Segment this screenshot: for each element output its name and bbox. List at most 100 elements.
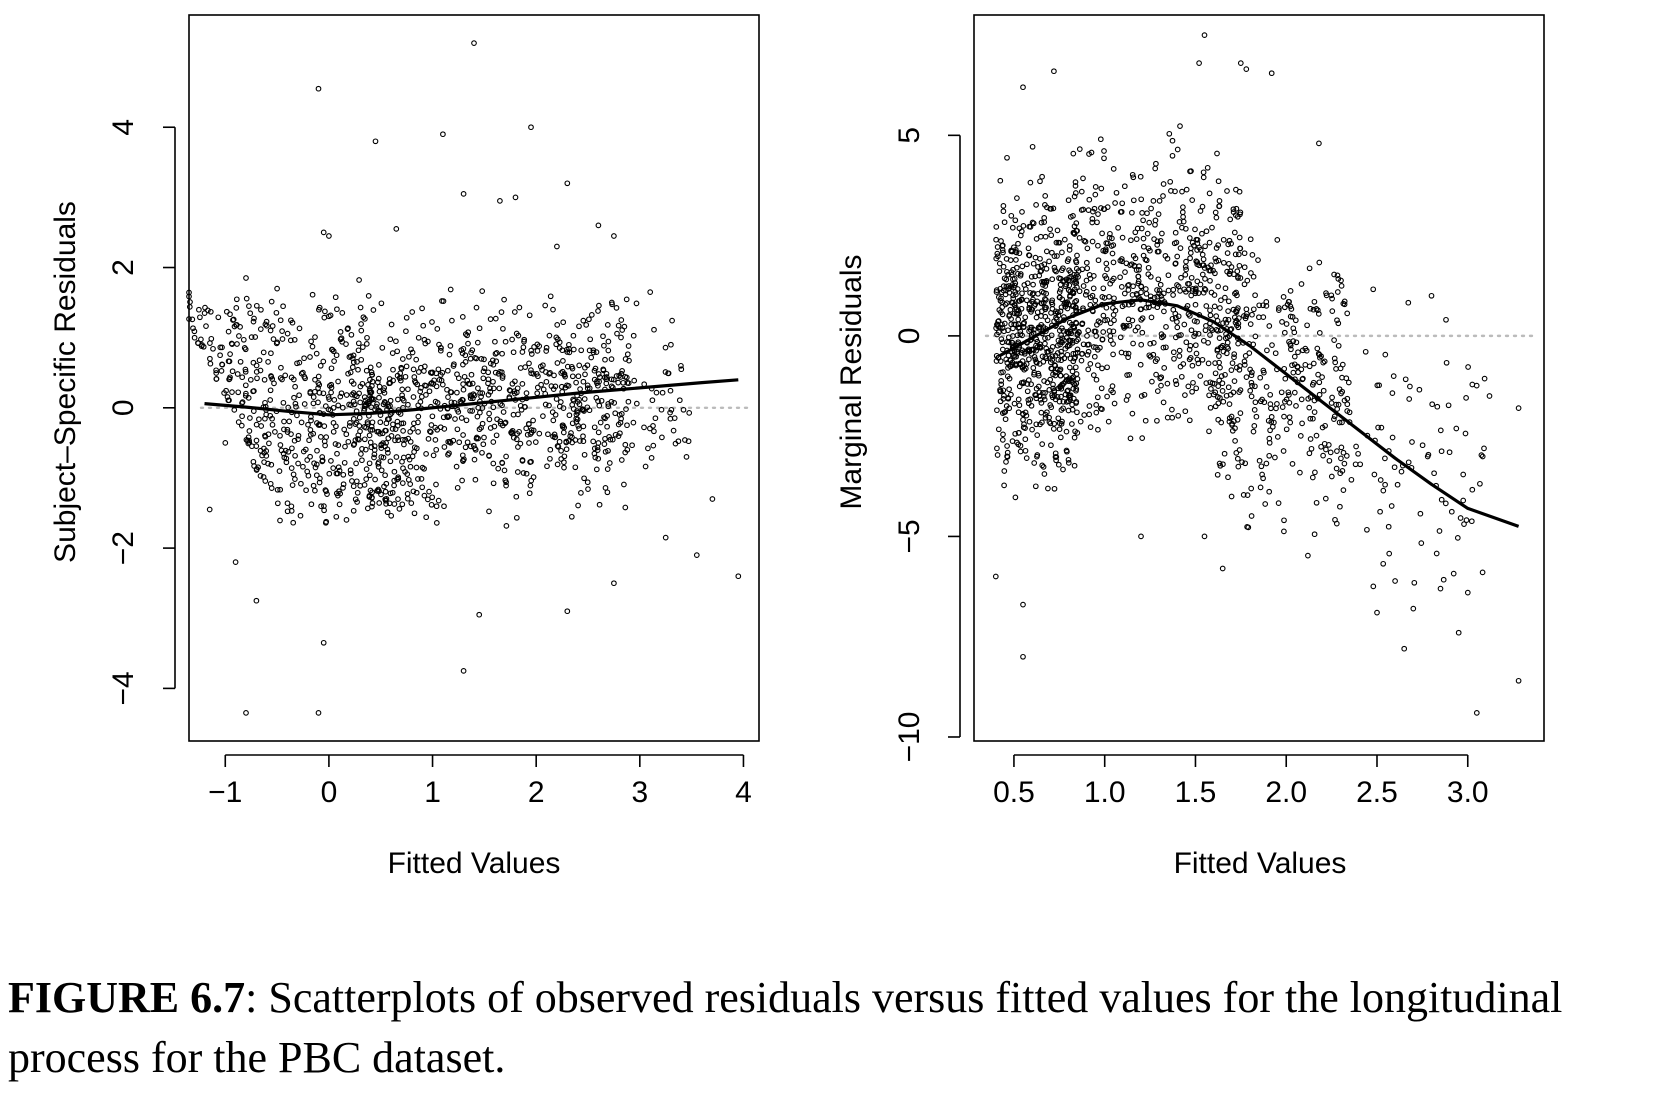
scatter-point: [246, 303, 252, 309]
scatter-point: [415, 429, 421, 435]
scatter-point: [1401, 645, 1408, 652]
scatter-point: [1287, 288, 1294, 294]
scatter-point: [1175, 412, 1182, 419]
scatter-point: [1235, 251, 1242, 258]
scatter-point: [268, 485, 275, 491]
scatter-point: [279, 336, 286, 342]
scatter-point: [558, 447, 564, 454]
scatter-point: [534, 384, 541, 391]
scatter-point: [1019, 263, 1026, 270]
scatter-point: [577, 386, 583, 392]
scatter-point: [462, 444, 469, 451]
scatter-point: [399, 480, 406, 486]
scatter-point: [625, 343, 632, 349]
scatter-point: [1043, 345, 1050, 352]
scatter-point: [339, 310, 346, 316]
scatter-point: [1117, 257, 1124, 264]
scatter-point: [389, 350, 396, 356]
scatter-point: [1023, 455, 1030, 461]
scatter-point: [1333, 366, 1339, 372]
scatter-point: [586, 316, 592, 323]
scatter-point: [1307, 436, 1314, 442]
scatter-point: [1060, 398, 1067, 405]
scatter-point: [1219, 380, 1226, 387]
scatter-point: [433, 503, 440, 510]
y-tick-label: 2: [107, 259, 140, 276]
scatter-point: [1095, 257, 1102, 264]
scatter-point: [1224, 334, 1231, 341]
scatter-point: [278, 364, 284, 371]
scatter-point: [1073, 258, 1079, 264]
scatter-point: [1357, 461, 1364, 468]
scatter-point: [1089, 238, 1096, 245]
scatter-point: [552, 383, 559, 390]
scatter-point: [1079, 320, 1086, 327]
scatter-point: [1374, 609, 1380, 616]
scatter-point: [1338, 455, 1344, 462]
scatter-point: [1042, 233, 1049, 240]
scatter-point: [573, 379, 579, 386]
scatter-point: [366, 460, 373, 467]
scatter-point: [1009, 339, 1016, 346]
scatter-point: [1275, 307, 1282, 313]
scatter-point: [316, 306, 322, 313]
scatter-point: [1056, 275, 1062, 281]
scatter-point: [1020, 601, 1026, 608]
scatter-point: [312, 487, 318, 494]
scatter-point: [1382, 481, 1388, 488]
scatter-point: [1214, 471, 1221, 478]
scatter-point: [1049, 276, 1056, 283]
scatter-point: [1137, 306, 1144, 313]
scatter-point: [1410, 605, 1417, 612]
scatter-point: [1026, 418, 1033, 425]
scatter-point: [1017, 442, 1024, 449]
scatter-point: [998, 381, 1005, 388]
scatter-point: [1054, 227, 1061, 234]
scatter-point: [493, 432, 500, 439]
scatter-point: [1436, 528, 1443, 534]
scatter-point: [1279, 404, 1286, 410]
scatter-point: [1055, 461, 1062, 468]
scatter-point: [1252, 399, 1259, 406]
scatter-point: [672, 440, 679, 447]
scatter-point: [1178, 274, 1184, 281]
scatter-point: [1416, 386, 1423, 393]
scatter-point: [1515, 677, 1522, 684]
scatter-point: [321, 438, 328, 445]
scatter-point: [321, 423, 328, 429]
scatter-point: [606, 460, 613, 466]
scatter-point: [558, 383, 565, 390]
scatter-point: [999, 325, 1006, 331]
scatter-point: [1098, 385, 1105, 392]
scatter-point: [1222, 316, 1229, 323]
scatter-point: [1187, 342, 1194, 349]
scatter-point: [1136, 266, 1142, 273]
scatter-point: [190, 325, 196, 332]
scatter-point: [1243, 306, 1250, 313]
scatter-point: [1009, 362, 1016, 368]
scatter-point: [287, 337, 294, 344]
scatter-point: [1071, 434, 1078, 441]
scatter-point: [1407, 383, 1413, 390]
scatter-point: [1213, 313, 1220, 319]
scatter-point: [1011, 310, 1018, 317]
scatter-point: [1281, 329, 1288, 336]
scatter-point: [1163, 324, 1169, 330]
scatter-point: [262, 433, 269, 440]
scatter-point: [428, 501, 435, 508]
scatter-point: [1042, 335, 1048, 342]
scatter-point: [191, 334, 198, 341]
scatter-point: [603, 370, 610, 377]
scatter-point: [1282, 375, 1289, 382]
scatter-point: [596, 302, 602, 309]
scatter-point: [1197, 208, 1204, 214]
scatter-point: [376, 394, 382, 401]
scatter-point: [224, 394, 231, 400]
scatter-point: [1250, 273, 1257, 280]
scatter-point: [288, 374, 295, 381]
scatter-point: [258, 423, 265, 429]
scatter-point: [428, 380, 434, 387]
scatter-point: [296, 392, 302, 399]
scatter-point: [1142, 256, 1149, 263]
scatter-point: [1282, 398, 1288, 405]
